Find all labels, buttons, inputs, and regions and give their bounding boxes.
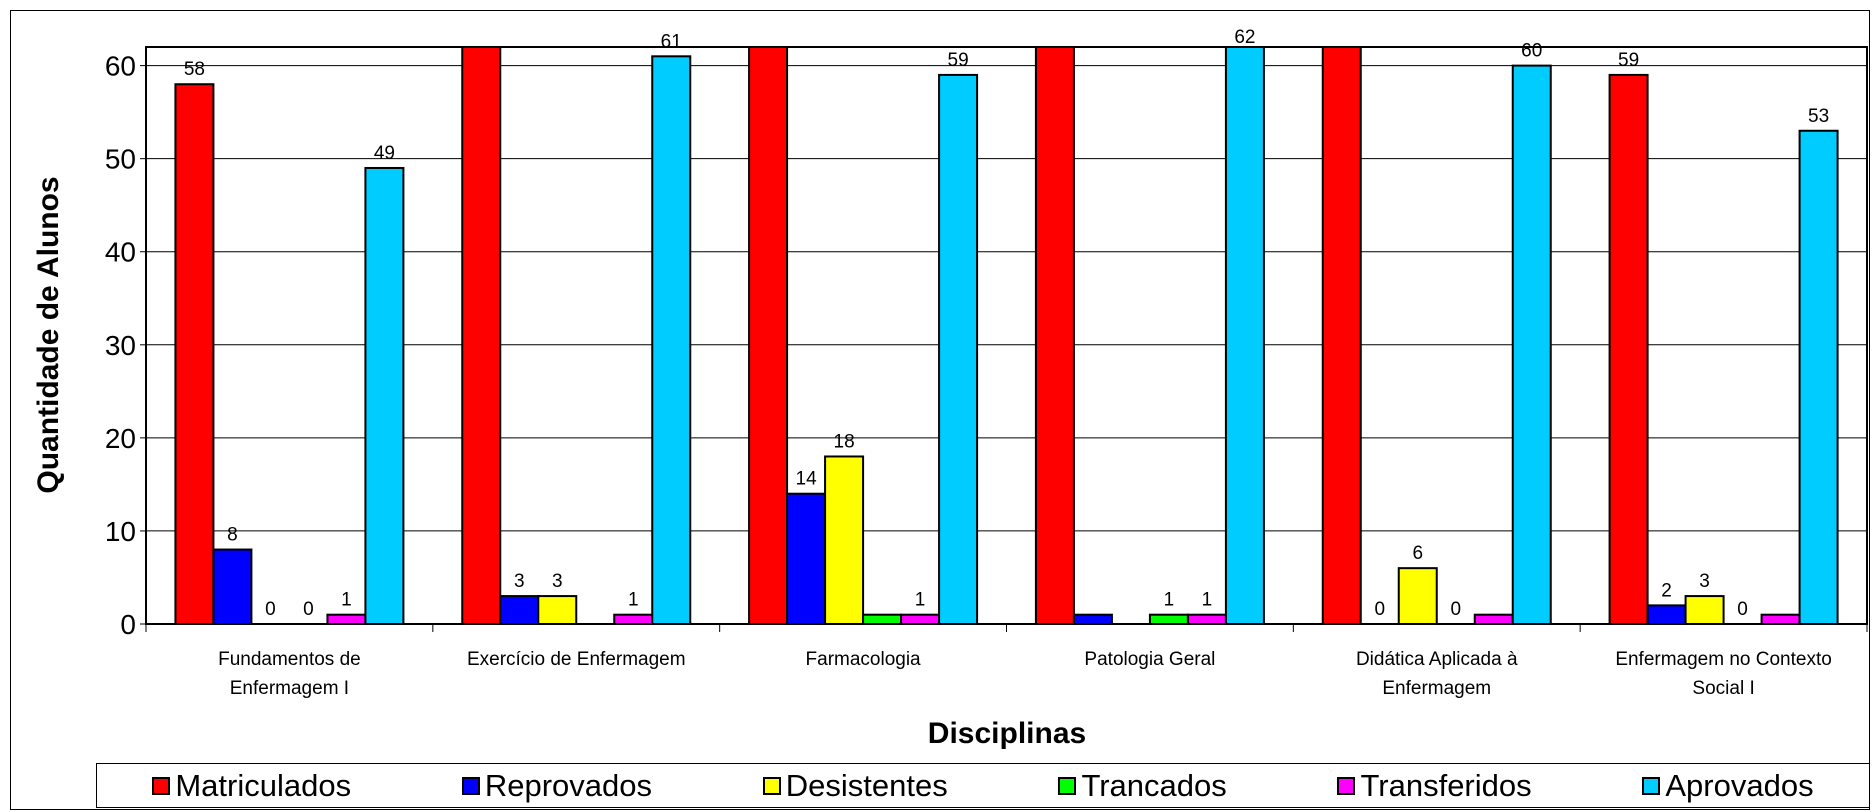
- y-tick-label: 30: [105, 330, 136, 361]
- bar-aprovados-4: [1511, 64, 1552, 625]
- data-label: 0: [265, 599, 276, 620]
- data-label: 8: [227, 525, 238, 546]
- bar-desistentes-1: [537, 595, 578, 625]
- data-label: 53: [1808, 106, 1829, 127]
- bar-matriculados-2: [748, 46, 789, 625]
- data-label: 18: [834, 431, 855, 452]
- bar-transferidos-5: [1760, 613, 1801, 625]
- legend-swatch: [1642, 776, 1661, 795]
- bar-matriculados-3: [1034, 46, 1075, 625]
- data-label: 1: [915, 590, 926, 611]
- data-label: 3: [514, 571, 525, 592]
- legend-label: Reprovados: [484, 767, 652, 803]
- legend-item-matriculados: Matriculados: [152, 768, 351, 804]
- bar-reprovados-3: [1072, 613, 1113, 625]
- bar-transferidos-3: [1186, 613, 1227, 625]
- data-label: 3: [1699, 571, 1710, 592]
- bar-reprovados-0: [212, 548, 253, 626]
- bar-matriculados-5: [1608, 73, 1649, 625]
- x-tick-label: Enfermagem I: [230, 678, 349, 699]
- data-label: 1: [1202, 590, 1213, 611]
- legend-label: Desistentes: [785, 767, 948, 803]
- legend-label: Matriculados: [175, 767, 352, 803]
- bar-desistentes-2: [824, 455, 865, 625]
- bar-transferidos-1: [613, 613, 654, 625]
- y-tick-label: 10: [105, 516, 136, 547]
- y-tick-label: 0: [120, 609, 136, 640]
- bar-trancados-2: [862, 613, 903, 625]
- data-label: 0: [303, 599, 314, 620]
- chart-legend: Matriculados Reprovados Desistentes Trancad…: [96, 763, 1870, 808]
- data-label: 0: [1737, 599, 1748, 620]
- bar-matriculados-0: [174, 83, 215, 625]
- bar-matriculados-4: [1321, 46, 1362, 625]
- data-label: 59: [948, 50, 969, 71]
- data-label: 58: [184, 59, 205, 80]
- data-label: 14: [796, 469, 818, 490]
- y-tick-label: 60: [105, 51, 136, 82]
- data-label: 49: [374, 143, 395, 164]
- data-label: 0: [1450, 599, 1461, 620]
- x-tick-label: Didática Aplicada à: [1356, 649, 1518, 670]
- bar-transferidos-4: [1473, 613, 1514, 625]
- legend-swatch: [1058, 776, 1077, 795]
- bar-trancados-3: [1148, 613, 1189, 625]
- legend-label: Aprovados: [1665, 767, 1814, 803]
- x-axis-title: Disciplinas: [928, 717, 1086, 750]
- legend-swatch: [762, 776, 781, 795]
- data-label: 2: [1661, 580, 1672, 601]
- bar-transferidos-0: [326, 613, 367, 625]
- data-label: 0: [1374, 599, 1385, 620]
- legend-swatch: [1337, 776, 1356, 795]
- x-tick-label: Farmacologia: [806, 649, 922, 670]
- bar-reprovados-5: [1646, 604, 1687, 625]
- x-tick-label: Enfermagem no Contexto: [1615, 649, 1832, 670]
- bar-desistentes-5: [1684, 595, 1725, 625]
- bar-aprovados-1: [651, 55, 692, 625]
- legend-label: Transferidos: [1360, 767, 1532, 803]
- data-label: 3: [552, 571, 563, 592]
- y-tick-label: 20: [105, 423, 136, 454]
- y-axis-title: Quantidade de Alunos: [32, 176, 65, 493]
- bar-reprovados-2: [786, 492, 827, 626]
- bar-aprovados-3: [1224, 46, 1265, 625]
- legend-item-reprovados: Reprovados: [461, 767, 652, 804]
- bar-aprovados-5: [1798, 129, 1839, 626]
- y-tick-label: 50: [105, 144, 136, 175]
- legend-label: Trancados: [1081, 767, 1227, 803]
- x-tick-label: Patologia Geral: [1084, 649, 1215, 670]
- data-label: 62: [1234, 27, 1255, 48]
- x-tick-label: Exercício de Enfermagem: [467, 649, 686, 670]
- x-tick-label: Enfermagem: [1382, 678, 1491, 699]
- data-label: 1: [628, 590, 639, 611]
- data-label: 60: [1521, 41, 1542, 62]
- legend-item-aprovados: Aprovados: [1642, 767, 1814, 804]
- data-label: 1: [1164, 590, 1175, 611]
- legend-swatch: [152, 776, 171, 795]
- data-label: 6: [1412, 543, 1423, 564]
- bar-reprovados-1: [499, 595, 540, 625]
- x-tick-label: Social I: [1692, 678, 1754, 699]
- legend-item-desistentes: Desistentes: [762, 767, 948, 804]
- bar-transferidos-2: [900, 613, 941, 625]
- legend-item-transferidos: Transferidos: [1337, 767, 1532, 804]
- data-label: 59: [1618, 50, 1639, 71]
- x-tick-label: Fundamentos de: [218, 649, 361, 670]
- legend-item-trancados: Trancados: [1058, 767, 1227, 804]
- y-tick-label: 40: [105, 237, 136, 268]
- bar-aprovados-0: [364, 166, 405, 626]
- data-label: 61: [661, 31, 682, 52]
- legend-swatch: [461, 776, 480, 795]
- bar-desistentes-4: [1397, 567, 1438, 626]
- bar-aprovados-2: [938, 73, 979, 625]
- bar-matriculados-1: [461, 46, 502, 625]
- data-label: 1: [341, 590, 352, 611]
